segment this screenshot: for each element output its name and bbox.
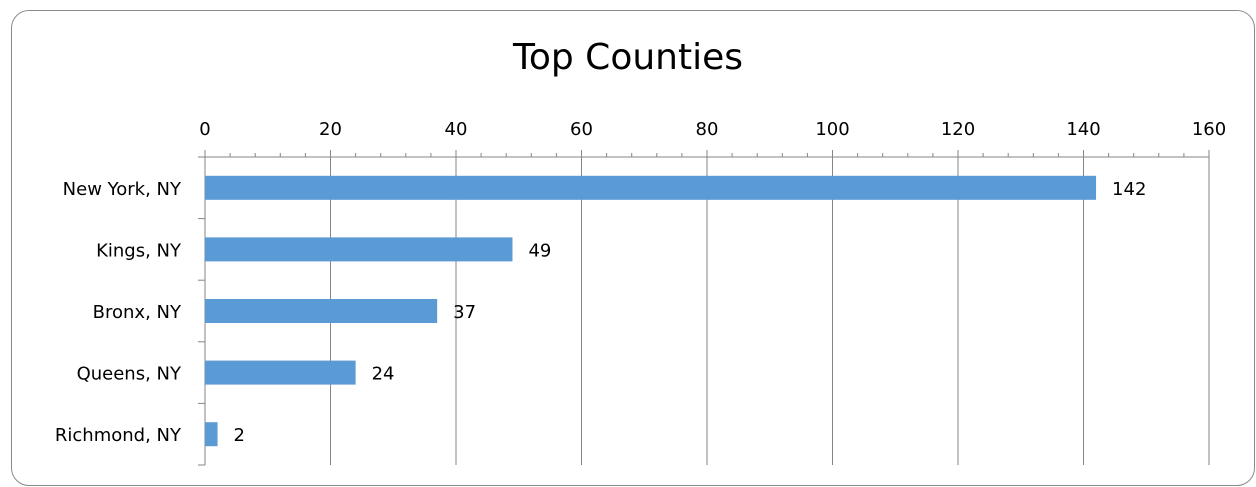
bar — [205, 175, 1097, 200]
bar — [205, 237, 513, 262]
labels-layer: 0 20 40 60 80 100 120 140 160 New York, NY 142 King… — [55, 119, 1226, 446]
category-label: Bronx, NY — [93, 302, 182, 323]
chart-title: Top Counties — [512, 37, 743, 78]
bar — [205, 422, 218, 447]
x-tick-label: 100 — [815, 119, 849, 140]
x-tick-label: 0 — [199, 119, 210, 140]
x-tick-label: 120 — [941, 119, 975, 140]
category-label: New York, NY — [63, 179, 182, 200]
x-tick-label: 40 — [445, 119, 468, 140]
x-tick-label: 160 — [1192, 119, 1226, 140]
x-tick-label: 20 — [319, 119, 342, 140]
category-label: Kings, NY — [96, 240, 182, 261]
data-label: 142 — [1112, 179, 1146, 200]
data-label: 2 — [234, 425, 245, 446]
grid-layer — [330, 157, 1210, 465]
x-tick-label: 60 — [570, 119, 593, 140]
bars-layer — [205, 175, 1097, 447]
category-label: Queens, NY — [77, 364, 182, 385]
x-tick-label: 140 — [1066, 119, 1100, 140]
bar — [205, 360, 356, 385]
data-label: 24 — [372, 364, 395, 385]
data-label: 37 — [453, 302, 476, 323]
data-label: 49 — [528, 240, 551, 261]
category-label: Richmond, NY — [55, 425, 182, 446]
x-tick-label: 80 — [696, 119, 719, 140]
bar — [205, 299, 438, 323]
